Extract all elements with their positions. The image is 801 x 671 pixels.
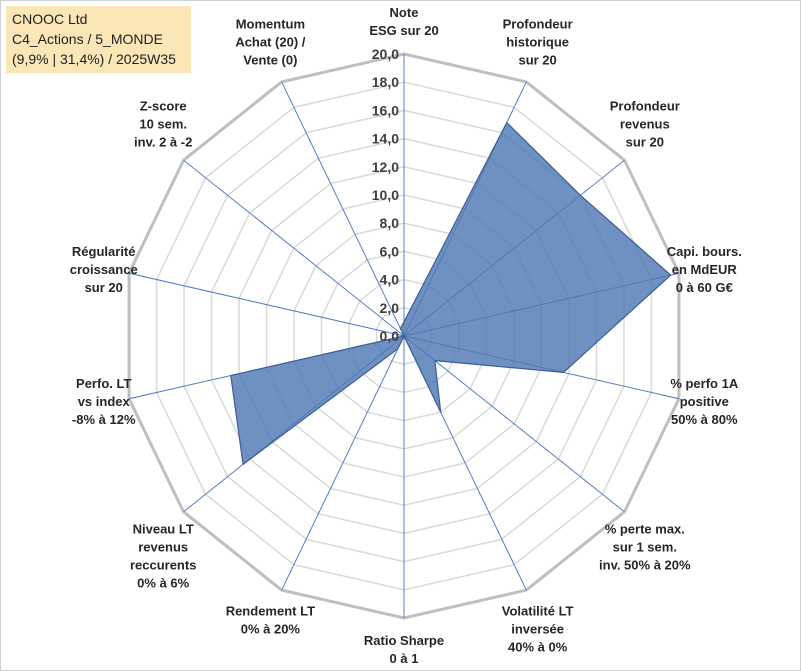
axis-label: Z-score 10 sem. inv. 2 à -2	[134, 98, 192, 149]
tick-label: 20,0	[372, 46, 399, 62]
title-period: (9,9% | 31,4%) / 2025W35	[12, 51, 176, 67]
axis-spoke	[183, 159, 405, 337]
title-category: C4_Actions / 5_MONDE	[12, 31, 163, 47]
axis-label: Note ESG sur 20	[369, 5, 438, 38]
chart-title-box: CNOOC Ltd C4_Actions / 5_MONDE (9,9% | 3…	[6, 6, 191, 73]
tick-label: 2,0	[380, 300, 400, 316]
tick-label: 0,0	[380, 328, 400, 344]
tick-label: 16,0	[372, 102, 399, 118]
axis-label: Rendement LT 0% à 20%	[226, 604, 315, 637]
series-area	[230, 121, 672, 465]
axis-label: % perfo 1A positive 50% à 80%	[670, 376, 739, 427]
axis-label: Momentum Achat (20) / Vente (0)	[235, 16, 305, 67]
tick-label: 8,0	[380, 215, 400, 231]
axis-label: Niveau LT revenus reccurents 0% à 6%	[130, 522, 196, 591]
label-layer: Note ESG sur 20 Profondeur historique sur 20…	[70, 5, 742, 666]
tick-label: 4,0	[380, 272, 400, 288]
axis-spoke	[281, 335, 405, 591]
axis-spoke	[128, 272, 405, 337]
series-layer	[230, 121, 672, 465]
axis-label: Capi. bours. en MdEUR 0 à 60 G€	[667, 244, 742, 295]
tick-label: 18,0	[372, 74, 399, 90]
axis-label: Perfo. LT vs index -8% à 12%	[72, 376, 136, 427]
axis-label: Ratio Sharpe 0 à 1	[364, 633, 444, 666]
axis-label: Profondeur revenus sur 20	[610, 98, 680, 149]
axis-label: Régularité croissance sur 20	[70, 244, 138, 295]
tick-label: 10,0	[372, 187, 399, 203]
title-company: CNOOC Ltd	[12, 11, 88, 27]
tick-layer: 0,0 2,0 4,0 6,0 8,0 10,0 12,0 14,0 16,0 18,0 20,0	[372, 46, 399, 344]
tick-label: 12,0	[372, 159, 399, 175]
axis-label: Volatilité LT inversée 40% à 0%	[502, 604, 574, 655]
tick-label: 14,0	[372, 131, 399, 147]
axis-label: Profondeur historique sur 20	[503, 16, 573, 67]
axis-spoke	[403, 335, 625, 513]
axis-spoke	[281, 81, 405, 337]
tick-label: 6,0	[380, 243, 400, 259]
axis-label: % perte max. sur 1 sem. inv. 50% à 20%	[599, 522, 691, 573]
